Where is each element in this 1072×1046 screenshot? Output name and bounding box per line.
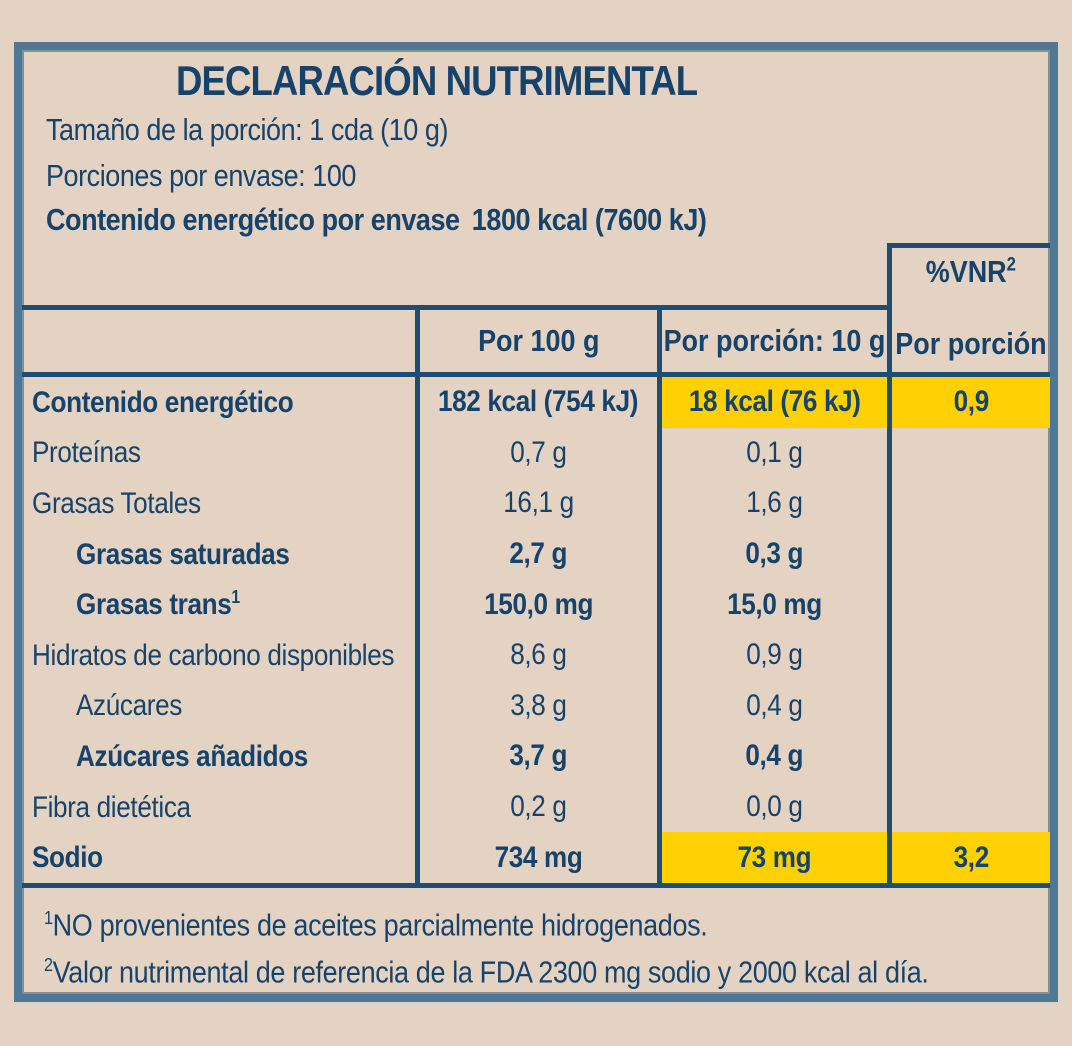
per-100g-cell: 3,8 g xyxy=(415,680,657,732)
serving-size-line: Tamaño de la porción: 1 cda (10 g) xyxy=(46,112,448,147)
energy-per-container-label: Contenido energético por envase xyxy=(46,202,460,237)
vnr-subtitle: Por porción xyxy=(895,326,1047,361)
per-serving-cell: 1,6 g xyxy=(657,478,887,529)
vnr-cell xyxy=(887,781,1050,833)
label-title: DECLARACIÓN NUTRIMENTAL xyxy=(22,57,852,105)
vnr-cell xyxy=(887,680,1050,732)
per-serving-cell: 0,3 g xyxy=(657,528,887,580)
per-serving-cell: 0,4 g xyxy=(657,731,887,782)
nutrient-rows: Contenido energético 182 kcal (754 kJ) 18 … xyxy=(22,372,1050,888)
footnote: 1NO provenientes de aceites parcialmente… xyxy=(44,907,708,943)
nutrient-name-cell: Sodio xyxy=(32,841,103,875)
nutrient-name-cell: Grasas Totales xyxy=(32,486,201,520)
column-headers-row: Por 100 g Por porción: 10 g xyxy=(22,305,887,372)
vnr-cell xyxy=(887,478,1050,529)
vnr-cell xyxy=(887,731,1050,782)
per-100g-cell: 734 mg xyxy=(415,832,657,883)
footnote: 2Valor nutrimental de referencia de la F… xyxy=(44,954,929,990)
per-100g-cell: 8,6 g xyxy=(415,629,657,681)
per-serving-cell: 15,0 mg xyxy=(657,579,887,630)
per-serving-cell: 18 kcal (76 kJ) xyxy=(657,377,887,428)
per-serving-cell: 0,4 g xyxy=(657,680,887,732)
per-serving-cell: 0,0 g xyxy=(657,781,887,833)
column-header-per-serving: Por porción: 10 g xyxy=(657,310,887,372)
per-100g-cell: 2,7 g xyxy=(415,528,657,580)
vnr-cell: 0,9 xyxy=(887,377,1050,428)
footnotes: 1NO provenientes de aceites parcialmente… xyxy=(22,888,1050,993)
energy-per-container-value: 1800 kcal (7600 kJ) xyxy=(471,202,707,237)
column-header-nutrient-empty xyxy=(22,310,415,372)
per-serving-cell: 0,9 g xyxy=(657,629,887,681)
column-header-per-100g: Por 100 g xyxy=(415,310,657,372)
vnr-title: %VNR2 xyxy=(925,254,1017,289)
nutrient-name-cell: Proteínas xyxy=(32,436,141,470)
per-serving-cell: 0,1 g xyxy=(657,427,887,479)
vnr-cell: 3,2 xyxy=(887,832,1050,883)
label-title-text: DECLARACIÓN NUTRIMENTAL xyxy=(176,57,698,104)
vnr-cell xyxy=(887,528,1050,580)
per-100g-cell: 0,7 g xyxy=(415,427,657,479)
nutrient-name-cell: Hidratos de carbono disponibles xyxy=(32,638,395,672)
per-100g-cell: 3,7 g xyxy=(415,731,657,782)
vnr-cell xyxy=(887,629,1050,681)
nutrient-name-cell: Fibra dietética xyxy=(32,790,191,824)
nutrient-name-cell: Azúcares añadidos xyxy=(76,739,308,773)
nutrition-label: DECLARACIÓN NUTRIMENTAL Tamaño de la por… xyxy=(14,42,1058,1002)
per-serving-cell: 73 mg xyxy=(657,832,887,883)
nutrient-name-cell: Grasas trans1 xyxy=(76,587,240,622)
vnr-cell xyxy=(887,427,1050,479)
per-100g-cell: 0,2 g xyxy=(415,781,657,833)
per-100g-cell: 16,1 g xyxy=(415,478,657,529)
servings-per-container-line: Porciones por envase: 100 xyxy=(46,158,356,193)
nutrient-name-cell: Contenido energético xyxy=(32,385,294,419)
energy-per-container-line: Contenido energético por envase 1800 kcal… xyxy=(46,202,805,238)
nutrient-name-cell: Grasas saturadas xyxy=(76,537,290,571)
footnote-superscript: 1 xyxy=(44,907,53,928)
per-100g-cell: 150,0 mg xyxy=(415,579,657,630)
footnote-superscript: 2 xyxy=(44,954,53,976)
vnr-header-box: %VNR2 Por porción xyxy=(887,243,1050,372)
vnr-title-superscript: 2 xyxy=(1006,254,1017,276)
vnr-cell xyxy=(887,579,1050,630)
per-100g-cell: 182 kcal (754 kJ) xyxy=(415,377,657,428)
nutrient-name-cell: Azúcares xyxy=(76,689,183,723)
